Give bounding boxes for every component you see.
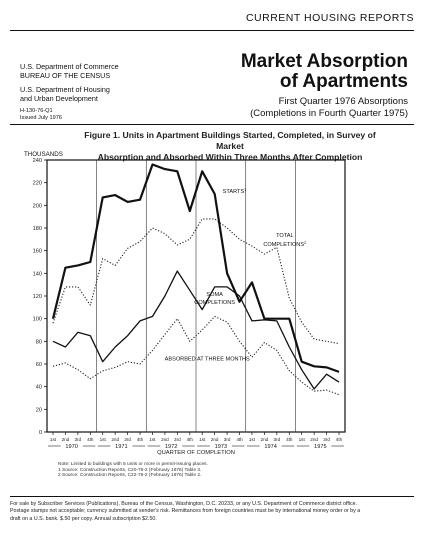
footer-line: For sale by Subscriber Services (Publica… [10,501,358,507]
x-tick-label: 4th [137,437,144,442]
x-tick-label: 1st [299,437,306,442]
report-number: H-130-76-Q1 [20,108,53,114]
y-tick-label: 200 [33,203,42,209]
issue-date: Issued July 1976 [20,114,62,121]
series-label-total-completions: COMPLETIONS2 [263,240,307,248]
year-label: 1970 [65,444,77,450]
x-tick-label: 1st [100,437,107,442]
report-title-line2: of Apartments [279,71,408,92]
figure-note: 2 Source: Construction Reports, C22-76-2… [58,473,202,479]
y-units-label: THOUSANDS [24,151,63,158]
x-tick-label: 4th [336,437,343,442]
x-tick-label: 3rd [174,437,181,442]
series-line-starts [51,163,340,373]
y-tick-label: 220 [33,181,42,187]
y-tick-label: 40 [36,385,42,391]
report-subtitle-line2: (Completions in Fourth Quarter 1975) [250,108,408,119]
x-tick-label: 2nd [261,437,269,442]
x-tick-label: 4th [286,437,293,442]
report-series-title: CURRENT HOUSING REPORTS [245,12,414,24]
year-label: 1975 [314,444,326,450]
x-tick-label: 1st [249,437,256,442]
x-tick-label: 1st [199,437,206,442]
figure-title: Figure 1. Units in Apartment Buildings S… [70,130,390,163]
y-tick-label: 100 [33,317,42,323]
series-label-soma-completions: COMPLETIONS [194,300,235,306]
agency-hud-2: and Urban Development [20,94,98,103]
report-subtitle: First Quarter 1976 Absorptions (Completi… [250,96,408,120]
x-tick-label: 2nd [62,437,70,442]
year-label: 1974 [264,444,276,450]
figure-note: 1 Source: Construction Reports, C20-76-2… [58,467,202,473]
series-line-absorbed-at-three-months [52,315,340,396]
x-axis-title: QUARTER OF COMPLETION [157,450,235,456]
y-tick-label: 0 [39,430,42,436]
figure-title-line1: Figure 1. Units in Apartment Buildings S… [84,130,376,151]
y-tick-label: 80 [36,339,42,345]
footer-line: draft on a U.S. bank. $.50 per copy. Ann… [10,515,157,522]
series-label-starts: STARTS1 [223,187,248,195]
x-tick-label: 3rd [274,437,281,442]
series-label-soma: SOMA [206,292,223,298]
agency-commerce: U.S. Department of Commerce [20,62,119,71]
x-tick-label: 4th [236,437,243,442]
series-label-absorbed: ABSORBED AT THREE MONTHS [165,357,250,363]
agency-hud: U.S. Department of Housing [20,85,110,94]
x-tick-label: 2nd [161,437,169,442]
x-tick-label: 2nd [211,437,219,442]
y-tick-label: 180 [33,226,42,232]
header-divider [10,124,414,125]
footer-line: Postage stamps not acceptable; currency … [10,508,361,515]
report-series-header: CURRENT HOUSING REPORTS [10,10,414,31]
year-label: 1973 [215,444,227,450]
report-title-line1: Market Absorption [240,51,408,72]
figure-notes: Note: Limited to buildings with 5 units … [58,462,208,479]
figure-title-line2: Absorption and Absorbed Within Three Mon… [97,152,363,162]
x-tick-label: 2nd [310,437,318,442]
report-title: Market Absorption of Apartments [241,52,408,92]
x-tick-label: 3rd [124,437,131,442]
x-tick-label: 3rd [224,437,231,442]
y-tick-label: 160 [33,249,42,255]
agency-block: U.S. Department of Commerce BUREAU OF TH… [20,62,170,121]
report-subtitle-line1: First Quarter 1976 Absorptions [278,96,408,107]
x-tick-label: 2nd [111,437,119,442]
x-tick-label: 4th [87,437,94,442]
y-tick-label: 240 [33,158,42,164]
year-label: 1971 [115,444,127,450]
x-tick-label: 3rd [323,437,330,442]
x-tick-label: 1st [149,437,156,442]
agency-census: BUREAU OF THE CENSUS [20,71,111,80]
ordering-footer: For sale by Subscriber Services (Publica… [10,496,414,523]
x-tick-label: 4th [187,437,194,442]
series-label-total: TOTAL [276,233,294,239]
y-tick-label: 20 [36,407,42,413]
x-tick-label: 1st [50,437,57,442]
year-label: 1972 [165,444,177,450]
y-tick-label: 60 [36,362,42,368]
figure-note: Note: Limited to buildings with 5 units … [58,462,208,467]
y-tick-label: 140 [33,271,42,277]
y-tick-label: 120 [33,294,42,300]
series-line-soma-completions [52,270,340,390]
x-tick-label: 3rd [75,437,82,442]
